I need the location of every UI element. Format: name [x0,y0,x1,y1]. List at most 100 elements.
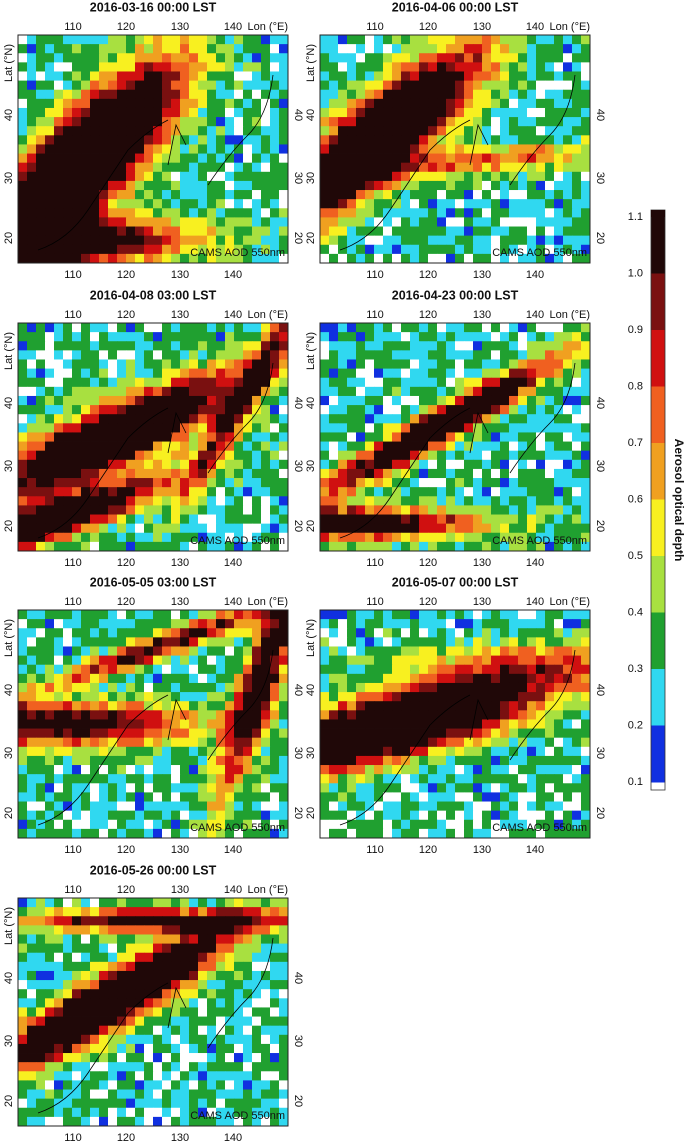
aod-cell [347,107,357,118]
aod-cell [509,619,519,629]
aod-cell [234,532,244,543]
aod-cell [563,655,573,666]
aod-cell [383,441,393,452]
aod-cell [473,244,483,255]
aod-cell [171,610,181,620]
aod-cell [279,907,289,917]
aod-cell [252,126,262,136]
aod-cell [207,253,217,264]
aod-cell [446,541,456,552]
aod-cell [392,783,402,793]
aod-cell [455,395,465,406]
aod-cell [482,162,492,173]
aod-cell [581,719,591,729]
aod-cell [153,907,163,917]
aod-cell [117,341,127,351]
aod-cell [72,628,82,638]
aod-cell [153,478,163,488]
aod-cell [54,107,64,118]
aod-cell [320,828,330,839]
aod-cell [36,432,46,442]
aod-cell [581,35,591,45]
aod-cell [329,359,339,369]
aod-cell [527,89,537,100]
aod-cell [252,35,262,45]
aod-cell [198,414,208,424]
aod-cell [518,98,528,109]
aod-cell [216,98,226,109]
aod-cell [554,98,564,109]
aod-cell [356,144,366,154]
aod-cell [338,44,348,54]
aod-cell [72,368,82,379]
aod-cell [126,989,136,999]
aod-cell [563,395,573,406]
aod-cell [189,208,199,218]
aod-cell [279,541,289,552]
aod-cell [572,235,582,246]
aod-cell [117,377,127,388]
aod-cell [527,341,537,351]
aod-cell [54,916,64,926]
aod-cell [455,496,465,506]
aod-cell [45,710,55,720]
aod-cell [243,746,253,757]
aod-cell [410,89,420,100]
aod-cell [527,98,537,109]
aod-cell [500,646,510,656]
map-frame [17,34,289,264]
aod-cell [410,692,420,702]
aod-cell [252,746,262,757]
aod-cell [54,341,64,351]
aod-cell [90,441,100,452]
aod-cell [428,377,438,388]
aod-cell [153,682,163,693]
aod-cell [234,144,244,154]
aod-cell [27,180,37,191]
aod-cell [198,934,208,944]
aod-cell [171,496,181,506]
aod-cell [252,395,262,406]
aod-cell [374,792,384,802]
aod-cell [554,692,564,702]
coastline [37,74,274,251]
aod-cell [270,71,280,81]
aod-cell [207,405,217,415]
aod-cell [135,226,145,237]
aod-cell [108,710,118,720]
aod-cell [545,377,555,388]
aod-cell [446,253,456,264]
aod-cell [572,487,582,497]
lat-tick-label: 30 [594,747,606,759]
aod-cell [347,190,357,200]
aod-cell [473,541,483,552]
aod-cell [36,162,46,173]
aod-cell [144,253,154,264]
aod-cell [126,655,136,666]
aod-cell [261,934,271,944]
aod-cell [207,673,217,684]
aod-cell [455,405,465,415]
aod-cell [243,943,253,954]
aod-cell [518,701,528,711]
aod-cell [527,107,537,118]
aod-cell [279,952,289,963]
aod-cell [99,737,109,748]
aod-cell [126,244,136,255]
aod-cell [374,98,384,109]
aod-cell [153,810,163,821]
aod-cell [72,673,82,684]
aod-cell [99,774,109,784]
aod-cell [473,235,483,246]
aod-cell [482,710,492,720]
aod-cell [63,792,73,802]
aod-cell [135,637,145,647]
aod-cell [189,468,199,479]
aod-cell [81,377,91,388]
aod-cell [126,961,136,972]
aod-cell [225,441,235,452]
aod-cell [81,746,91,757]
aod-cell [356,792,366,802]
aod-cell [279,610,289,620]
aod-cell [54,792,64,802]
